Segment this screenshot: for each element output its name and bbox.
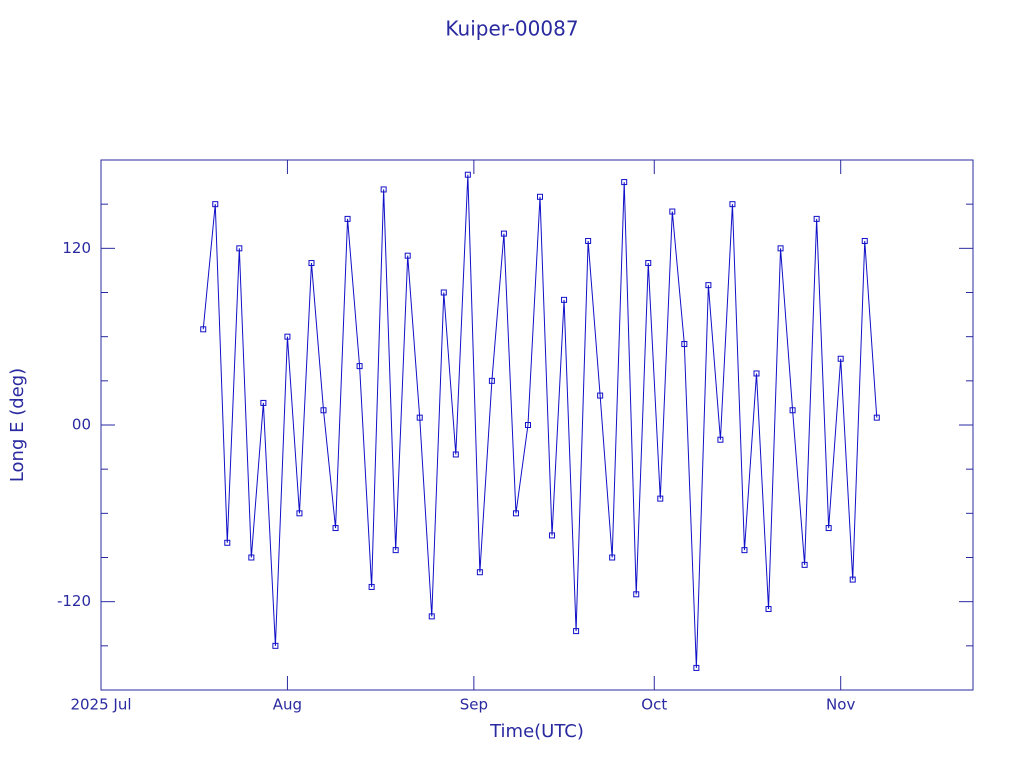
point — [561, 296, 568, 303]
x-tick-label: Aug — [273, 696, 302, 714]
series-line — [202, 174, 878, 668]
point — [681, 341, 688, 348]
point — [705, 282, 712, 289]
point — [669, 208, 676, 215]
point — [212, 201, 219, 208]
point — [741, 547, 748, 554]
point — [308, 260, 315, 267]
point — [537, 193, 544, 200]
point — [633, 591, 640, 598]
y-axis-label: Long E (deg) — [7, 368, 28, 482]
point — [873, 414, 880, 421]
point — [476, 569, 483, 576]
point — [609, 554, 616, 561]
point — [753, 370, 760, 377]
point — [236, 245, 243, 252]
point — [717, 436, 724, 443]
point — [404, 252, 411, 259]
y-tick-label: 120 — [62, 239, 91, 257]
point — [428, 613, 435, 620]
point — [452, 451, 459, 458]
point — [296, 510, 303, 517]
point — [645, 260, 652, 267]
point — [332, 525, 339, 532]
point — [597, 392, 604, 399]
y-tick-label: -120 — [57, 592, 91, 610]
point — [248, 554, 255, 561]
point — [693, 664, 700, 671]
point — [801, 561, 808, 568]
point — [224, 539, 231, 546]
point — [488, 377, 495, 384]
point — [200, 326, 207, 333]
point — [440, 289, 447, 296]
x-tick-label: 2025 Jul — [70, 696, 131, 714]
point — [849, 576, 856, 583]
point — [356, 363, 363, 370]
point — [344, 215, 351, 222]
point — [392, 547, 399, 554]
point — [549, 532, 556, 539]
point — [380, 186, 387, 193]
point — [260, 399, 267, 406]
point — [777, 245, 784, 252]
point — [573, 628, 580, 635]
x-axis-label: Time(UTC) — [489, 721, 584, 742]
x-tick-label: Sep — [460, 696, 488, 714]
point — [368, 583, 375, 590]
point — [837, 355, 844, 362]
point — [813, 215, 820, 222]
x-tick-label: Nov — [826, 696, 855, 714]
point — [272, 642, 279, 649]
point — [621, 179, 628, 186]
point — [729, 201, 736, 208]
series — [200, 171, 880, 671]
chart-title: Kuiper-00087 — [445, 17, 578, 41]
point — [416, 414, 423, 421]
x-tick-label: Oct — [641, 696, 667, 714]
point — [524, 422, 531, 428]
point — [500, 230, 507, 237]
point — [861, 237, 868, 244]
y-tick-label: 00 — [72, 416, 91, 434]
point — [825, 525, 832, 532]
point — [765, 606, 772, 613]
point — [512, 510, 519, 517]
point — [464, 171, 471, 178]
point — [585, 237, 592, 244]
point — [284, 333, 291, 340]
point — [657, 495, 664, 502]
point — [789, 407, 796, 414]
point — [320, 407, 327, 414]
